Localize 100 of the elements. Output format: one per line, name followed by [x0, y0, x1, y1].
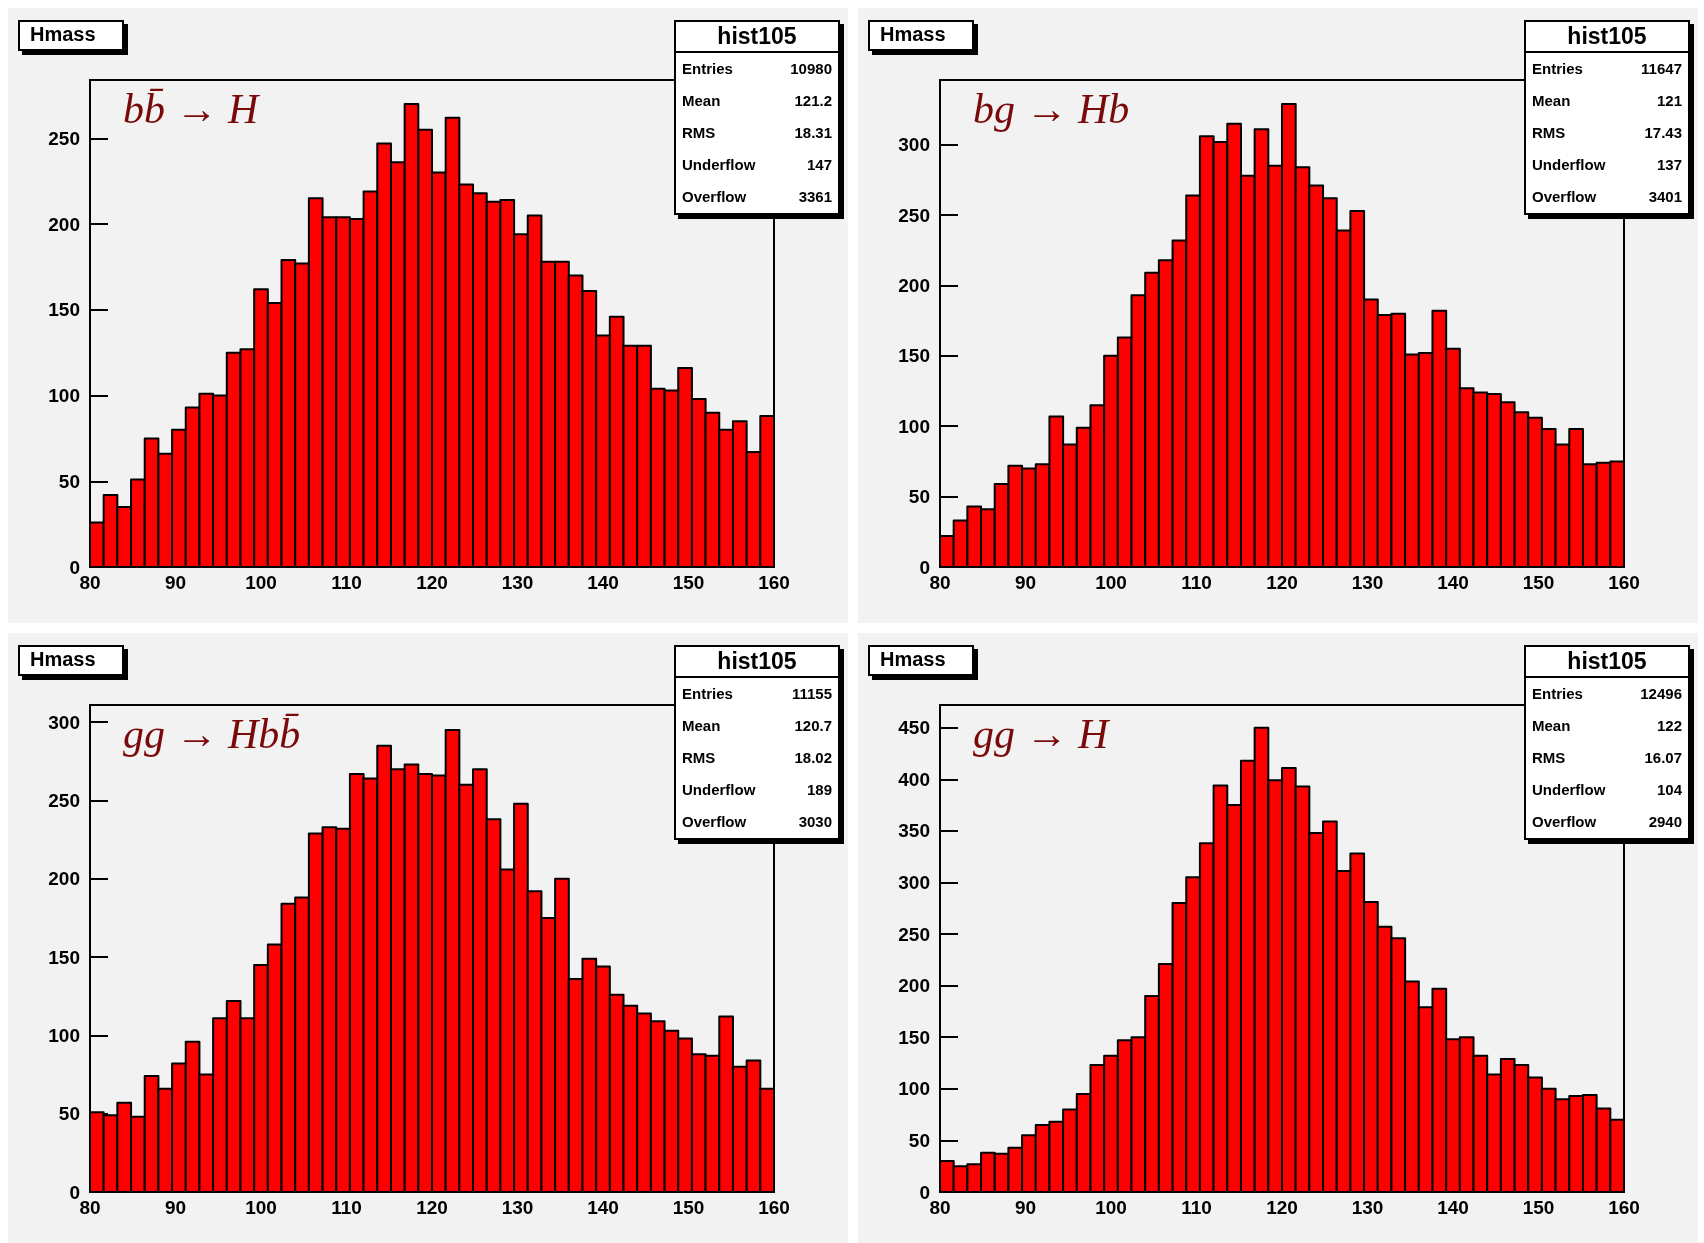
- annotation: Underflow: [1532, 156, 1606, 173]
- y-tick-label: 50: [908, 1129, 930, 1151]
- chart-title: Hmass: [18, 20, 124, 51]
- annotation: RMS: [682, 749, 716, 766]
- y-tick-label: 50: [58, 1103, 80, 1125]
- text: 122: [1656, 717, 1682, 734]
- x-tick-label: 110: [331, 1197, 362, 1218]
- x-tick-label: 150: [1522, 572, 1555, 593]
- text: 3401: [1648, 188, 1682, 205]
- x-tick-label: 100: [1095, 572, 1127, 593]
- x-tick-label: 100: [1095, 1197, 1127, 1218]
- text: hist105: [1526, 22, 1688, 53]
- annotation: bg → Hb: [973, 86, 1130, 132]
- y-tick-label: 0: [919, 556, 930, 578]
- text: 3361: [798, 188, 832, 205]
- x-tick-label: 100: [245, 572, 277, 593]
- y-tick-label: 100: [48, 385, 80, 407]
- y-tick-label: 50: [58, 470, 80, 492]
- x-tick-label: 120: [416, 1197, 448, 1218]
- text: Entries: [682, 60, 733, 77]
- chart-title: Hmass: [868, 645, 974, 676]
- text: 18.02: [794, 749, 832, 766]
- annotation: Overflow: [682, 813, 747, 830]
- y-tick-label: 250: [48, 790, 80, 812]
- text: 10980: [790, 60, 832, 77]
- text: Entries: [1532, 60, 1583, 77]
- text: hist105: [1526, 647, 1688, 678]
- x-tick-label: 150: [672, 1197, 705, 1218]
- annotation: Overflow: [1532, 188, 1597, 205]
- y-tick-label: 250: [898, 923, 930, 945]
- y-tick-label: 100: [48, 1024, 80, 1046]
- annotation: gg → H: [973, 711, 1111, 757]
- text: 137: [1656, 156, 1682, 173]
- x-tick-label: 90: [164, 1197, 187, 1218]
- x-tick-label: 80: [929, 1197, 951, 1218]
- x-tick-label: 90: [164, 572, 187, 593]
- text: 189: [806, 781, 832, 798]
- x-tick-label: 130: [501, 572, 534, 593]
- x-tick-label: 130: [501, 1197, 534, 1218]
- annotation: RMS: [1532, 749, 1566, 766]
- annotation: RMS: [682, 124, 716, 141]
- text: hist105: [676, 22, 838, 53]
- annotation: Underflow: [682, 781, 756, 798]
- annotation: Underflow: [682, 156, 756, 173]
- x-tick-label: 90: [1014, 572, 1037, 593]
- x-tick-label: 150: [672, 572, 705, 593]
- text: 11155: [791, 685, 832, 702]
- y-tick-label: 150: [898, 1026, 930, 1048]
- y-tick-label: 450: [898, 717, 930, 739]
- y-tick-label: 0: [919, 1181, 930, 1203]
- x-tick-label: 130: [1351, 1197, 1384, 1218]
- text: 2940: [1648, 813, 1682, 830]
- x-tick-label: 120: [1266, 572, 1298, 593]
- x-tick-label: 80: [929, 572, 951, 593]
- annotation: bb̄ → H: [123, 86, 261, 132]
- text: Entries: [682, 685, 733, 702]
- x-tick-label: 130: [1351, 572, 1384, 593]
- y-tick-label: 300: [898, 134, 930, 156]
- text: hist105: [676, 647, 838, 678]
- text: 104: [1656, 781, 1682, 798]
- text: 11647: [1641, 60, 1682, 77]
- y-tick-label: 150: [48, 299, 80, 321]
- y-tick-label: 100: [898, 1078, 930, 1100]
- text: 147: [806, 156, 832, 173]
- annotation: Mean: [1532, 92, 1571, 109]
- x-tick-label: 140: [587, 572, 619, 593]
- x-tick-label: 150: [1522, 1197, 1555, 1218]
- annotation: Mean: [682, 717, 721, 734]
- text: 16.07: [1644, 749, 1682, 766]
- x-tick-label: 160: [1608, 572, 1640, 593]
- x-tick-label: 80: [79, 572, 101, 593]
- y-tick-label: 50: [908, 486, 930, 508]
- annotation: Mean: [1532, 717, 1571, 734]
- annotation: gg → Hbb̄: [123, 711, 301, 757]
- x-tick-label: 160: [758, 1197, 790, 1218]
- annotation: Mean: [682, 92, 721, 109]
- text: 17.43: [1644, 124, 1682, 141]
- y-tick-label: 0: [69, 556, 80, 578]
- chart-title: Hmass: [868, 20, 974, 51]
- annotation: Underflow: [1532, 781, 1606, 798]
- x-tick-label: 110: [1181, 1197, 1212, 1218]
- text: 3030: [798, 813, 832, 830]
- text: 12496: [1640, 685, 1682, 702]
- x-tick-label: 140: [1437, 1197, 1469, 1218]
- x-tick-label: 140: [587, 1197, 619, 1218]
- x-tick-label: 160: [758, 572, 790, 593]
- annotation: Overflow: [682, 188, 747, 205]
- text: 121.2: [794, 92, 832, 109]
- y-tick-label: 150: [48, 946, 80, 968]
- x-tick-label: 110: [331, 572, 362, 593]
- x-tick-label: 100: [245, 1197, 277, 1218]
- text: 121: [1656, 92, 1682, 109]
- annotation: RMS: [1532, 124, 1566, 141]
- text: 120.7: [794, 717, 832, 734]
- x-tick-label: 90: [1014, 1197, 1037, 1218]
- y-tick-label: 200: [48, 213, 80, 235]
- y-tick-label: 300: [48, 711, 80, 733]
- y-tick-label: 250: [898, 204, 930, 226]
- x-tick-label: 160: [1608, 1197, 1640, 1218]
- y-tick-label: 250: [48, 127, 80, 149]
